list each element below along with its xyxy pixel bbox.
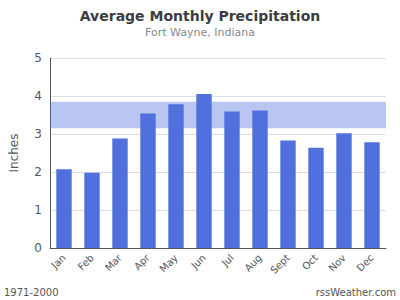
svg-text:4: 4: [34, 89, 42, 103]
svg-text:Sept: Sept: [268, 252, 292, 276]
svg-text:May: May: [158, 252, 180, 274]
svg-text:3: 3: [34, 127, 42, 141]
svg-text:1: 1: [34, 203, 42, 217]
svg-text:Oct: Oct: [300, 252, 320, 272]
svg-text:Feb: Feb: [76, 252, 96, 272]
svg-text:Apr: Apr: [132, 251, 153, 272]
svg-text:Jan: Jan: [49, 252, 68, 271]
svg-text:Fort Wayne, Indiana: Fort Wayne, Indiana: [145, 26, 255, 39]
svg-text:Mar: Mar: [103, 251, 125, 273]
svg-text:1971-2000: 1971-2000: [4, 287, 59, 298]
svg-text:Jul: Jul: [219, 252, 236, 269]
svg-text:0: 0: [34, 241, 42, 255]
svg-text:Jun: Jun: [188, 252, 208, 272]
svg-text:Dec: Dec: [354, 252, 375, 273]
svg-text:5: 5: [34, 51, 42, 65]
svg-text:2: 2: [34, 165, 42, 179]
svg-text:Aug: Aug: [242, 252, 264, 274]
svg-text:rssWeather.com: rssWeather.com: [316, 287, 396, 298]
svg-text:Nov: Nov: [326, 252, 348, 274]
svg-text:Inches: Inches: [7, 134, 21, 173]
svg-text:Average Monthly Precipitation: Average Monthly Precipitation: [80, 8, 320, 24]
